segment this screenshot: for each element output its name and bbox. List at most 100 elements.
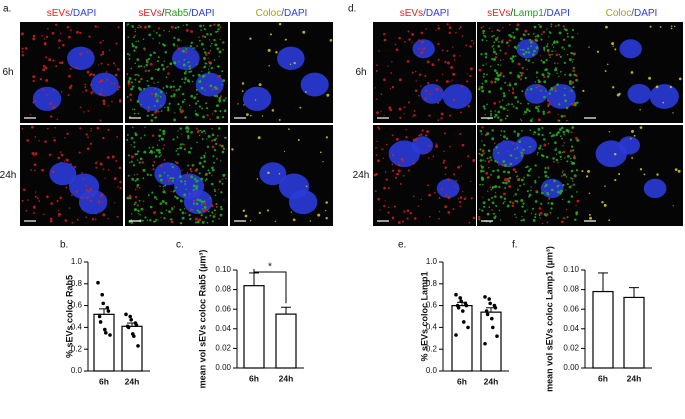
vesicle — [114, 65, 117, 67]
vesicle — [383, 38, 387, 42]
vesicle — [192, 47, 194, 49]
vesicle — [481, 183, 484, 186]
vesicle — [95, 213, 97, 215]
vesicle — [514, 193, 517, 196]
vesicle — [155, 31, 158, 34]
vesicle — [569, 138, 573, 142]
vesicle — [525, 50, 528, 54]
vesicle — [558, 31, 562, 35]
vesicle — [494, 56, 498, 59]
x-tick-label: 24h — [484, 376, 499, 386]
vesicle — [214, 43, 218, 47]
vesicle — [493, 101, 497, 105]
vesicle — [534, 213, 537, 216]
vesicle — [194, 192, 197, 195]
vesicle — [488, 206, 491, 208]
vesicle — [181, 92, 185, 96]
vesicle — [431, 63, 435, 67]
vesicle — [508, 23, 511, 26]
data-point — [461, 309, 465, 313]
vesicle — [44, 66, 48, 70]
vesicle — [176, 45, 178, 47]
micrograph — [125, 125, 228, 226]
vesicle — [533, 131, 536, 134]
vesicle — [143, 66, 146, 68]
vesicle — [112, 62, 115, 65]
vesicle — [551, 50, 553, 53]
vesicle — [559, 155, 562, 158]
vesicle — [639, 168, 643, 171]
x-tick-label: 6h — [598, 373, 608, 383]
vesicle — [159, 129, 162, 131]
vesicle — [214, 190, 216, 193]
vesicle — [182, 24, 185, 27]
vesicle — [183, 193, 187, 197]
vesicle — [185, 70, 187, 73]
vesicle — [375, 70, 378, 73]
vesicle — [507, 103, 510, 106]
header-part: /DAPI — [631, 8, 657, 19]
vesicle — [489, 114, 493, 117]
vesicle — [157, 56, 160, 59]
vesicle — [406, 209, 410, 212]
vesicle — [482, 201, 486, 205]
vesicle — [130, 99, 132, 102]
vesicle — [170, 25, 174, 29]
vesicle — [42, 64, 46, 68]
vesicle — [208, 65, 211, 67]
vesicle — [179, 222, 183, 225]
vesicle — [159, 178, 163, 182]
vesicle — [563, 142, 565, 144]
vesicle — [515, 216, 517, 219]
vesicle — [215, 203, 218, 205]
nucleus — [67, 46, 95, 71]
vesicle — [198, 39, 201, 42]
vesicle — [198, 218, 202, 222]
vesicle — [481, 126, 484, 129]
vesicle — [487, 149, 491, 152]
vesicle — [57, 210, 60, 212]
vesicle — [175, 149, 178, 152]
vesicle — [576, 191, 578, 193]
vesicle — [489, 27, 491, 30]
vesicle — [271, 109, 275, 112]
vesicle — [485, 171, 489, 175]
micrograph — [373, 22, 476, 123]
vesicle — [459, 205, 462, 208]
vesicle — [215, 30, 218, 34]
vesicle — [195, 202, 199, 206]
header-part: /DAPI — [188, 8, 214, 19]
vesicle — [160, 164, 163, 168]
column-header: sEVs/DAPI — [400, 8, 449, 19]
micrograph — [477, 125, 580, 226]
vesicle — [377, 126, 380, 129]
vesicle — [162, 188, 164, 190]
vesicle — [133, 174, 136, 176]
vesicle — [504, 181, 508, 185]
vesicle — [537, 132, 541, 136]
vesicle — [530, 39, 534, 42]
vesicle — [401, 160, 404, 163]
vesicle — [389, 108, 392, 112]
vesicle — [216, 104, 219, 108]
vesicle — [146, 60, 149, 63]
panel-label: b. — [60, 240, 68, 251]
vesicle — [543, 80, 547, 84]
vesicle — [532, 61, 534, 64]
vesicle — [553, 86, 557, 90]
y-tick-label: 0.8 — [426, 279, 438, 288]
vesicle — [508, 185, 512, 188]
vesicle — [87, 190, 91, 193]
vesicle — [457, 197, 460, 200]
y-tick-label: 0.04 — [215, 324, 231, 333]
vesicle — [552, 160, 555, 163]
vesicle — [504, 52, 507, 55]
vesicle — [217, 127, 221, 130]
vesicle — [528, 193, 532, 197]
vesicle — [84, 89, 88, 92]
vesicle — [170, 163, 172, 165]
column-header: sEVs/Rab5/DAPI — [138, 8, 214, 19]
vesicle — [201, 74, 205, 78]
vesicle — [223, 109, 227, 113]
panel-label: f. — [512, 240, 518, 251]
